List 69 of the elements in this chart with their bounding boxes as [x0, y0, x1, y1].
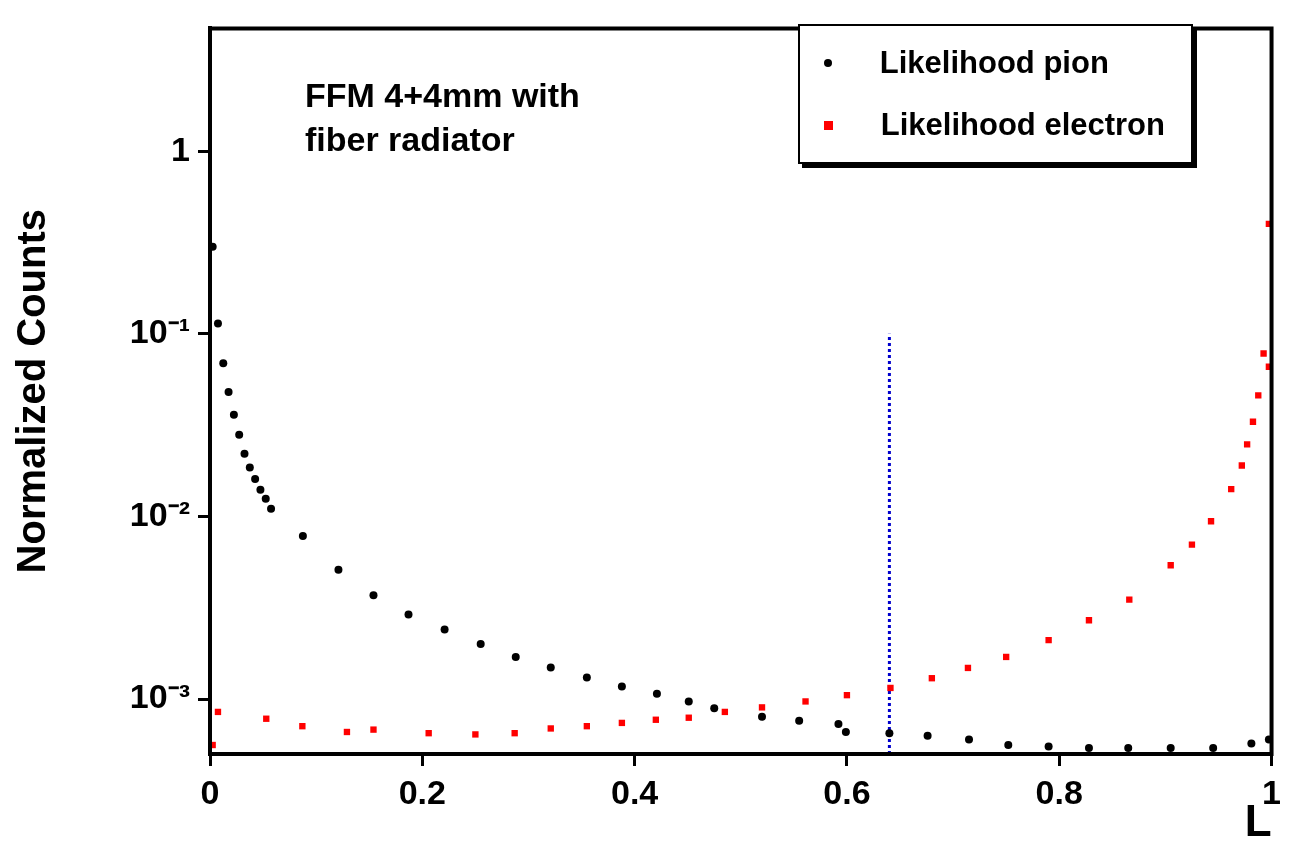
point [546, 663, 555, 672]
point [758, 704, 766, 711]
y-tick-label: 10⁻¹ [129, 312, 190, 351]
point [334, 565, 343, 574]
point [267, 504, 276, 513]
point [834, 719, 843, 728]
point [235, 430, 244, 439]
point [923, 731, 932, 740]
legend-label: Likelihood electron [880, 107, 1165, 143]
point [476, 640, 485, 649]
point [370, 726, 377, 733]
point [802, 698, 809, 705]
point [229, 410, 238, 419]
point [1243, 441, 1251, 448]
point [256, 485, 265, 494]
point [298, 532, 307, 541]
point [887, 684, 894, 692]
point [369, 591, 378, 600]
point [1260, 350, 1267, 357]
x-tick-label: 0.8 [1035, 772, 1083, 811]
point [219, 359, 228, 368]
point [240, 449, 249, 458]
y-tick-label: 10⁻² [129, 494, 190, 533]
point [245, 463, 254, 472]
x-tick-label: 0.2 [398, 772, 446, 811]
point [261, 494, 270, 503]
point [1207, 518, 1215, 525]
point [1004, 741, 1013, 750]
point [617, 682, 626, 691]
point [1238, 462, 1245, 469]
x-tick-label: 0 [200, 772, 220, 811]
point [1166, 743, 1175, 752]
point [224, 387, 233, 396]
point [1209, 743, 1218, 752]
annotation: FFM 4+4mm with fiber radiator [305, 75, 580, 158]
point [511, 730, 518, 737]
point [1124, 743, 1133, 752]
point [965, 735, 974, 744]
point [1126, 596, 1133, 603]
y-tick-label: 1 [171, 129, 190, 168]
point [425, 730, 432, 737]
point [511, 652, 520, 661]
x-tick-label: 0.4 [610, 772, 659, 811]
point [251, 475, 260, 484]
point [885, 729, 894, 738]
point [547, 725, 554, 732]
point [684, 697, 693, 706]
x-tick-label: 0.6 [823, 772, 871, 811]
point [1247, 739, 1256, 748]
point [1228, 485, 1235, 493]
y-axis-title: Normalized Counts [9, 208, 54, 574]
point [213, 319, 222, 328]
point [440, 625, 449, 634]
y-tick-label: 10⁻³ [129, 677, 190, 716]
point [758, 712, 766, 721]
point [795, 716, 804, 725]
point [710, 704, 719, 713]
point [1255, 392, 1262, 399]
point [582, 673, 591, 682]
point [404, 610, 413, 619]
point [652, 689, 661, 698]
point [299, 723, 306, 730]
point [841, 727, 850, 736]
legend-label: Likelihood pion [879, 45, 1109, 81]
point [1188, 541, 1196, 548]
point [1084, 743, 1093, 752]
point [1045, 637, 1052, 644]
point [472, 731, 479, 738]
point [1044, 742, 1053, 751]
